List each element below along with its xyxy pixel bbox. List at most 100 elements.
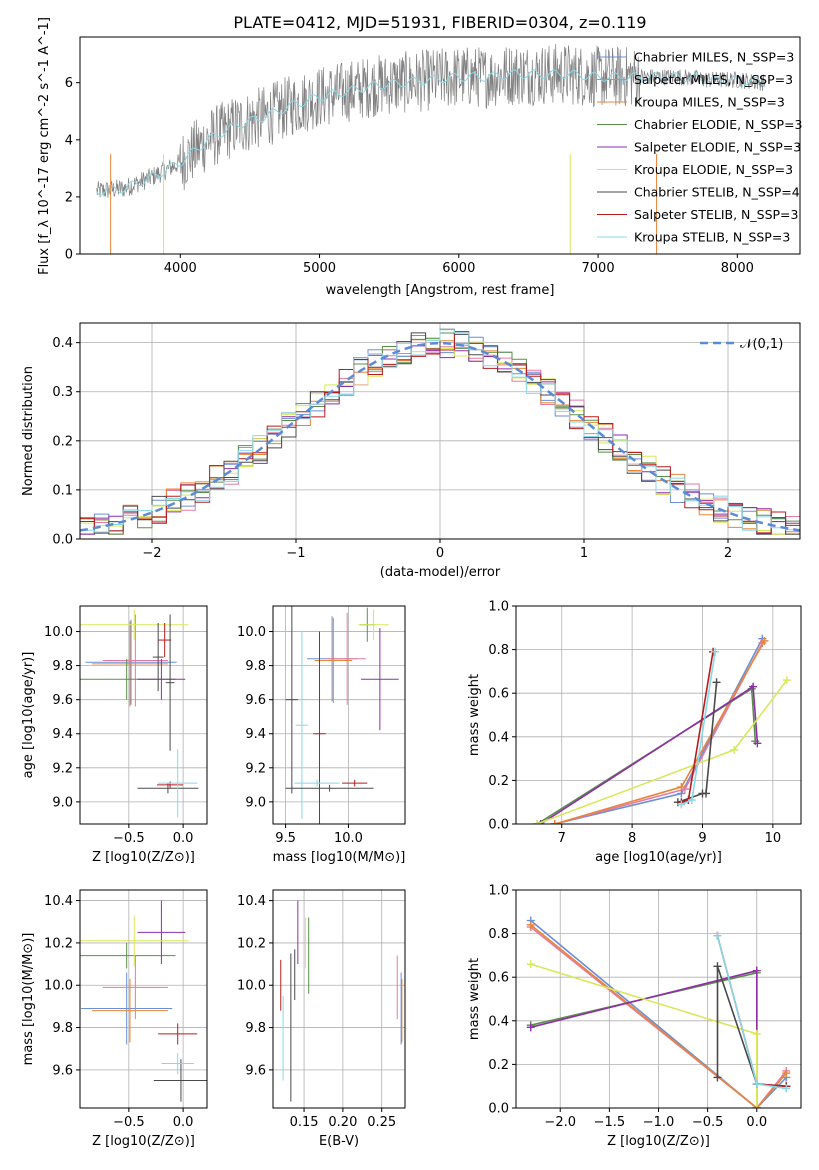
y-tick-label: 9.0	[245, 795, 266, 810]
x-tick-label: −0.5	[692, 1115, 724, 1130]
x-axis-label: mass [log10(M/M⊙)]	[273, 850, 406, 865]
y-tick-label: 9.6	[245, 693, 266, 708]
x-axis-label: wavelength [Angstrom, rest frame]	[326, 283, 555, 298]
series-marker	[730, 745, 739, 754]
legend-label: Chabrier ELODIE, N_SSP=3	[634, 117, 803, 132]
x-tick-label: 7	[558, 831, 566, 846]
y-axis-label: mass weight	[467, 674, 482, 756]
y-axis-label: Flux [f_λ 10^-17 erg cm^-2 s^-1 A^-1]	[37, 17, 52, 275]
panel-weight_vs_Z: −2.0 −1.5 −1.0 −0.5 0.0 0.0 0.2 0.4 0.6 0.8 1.0 Z […	[467, 884, 802, 1149]
y-tick-label: 9.6	[52, 693, 73, 708]
x-tick-label: 5000	[303, 261, 336, 276]
series-marker	[752, 1080, 761, 1089]
series-marker	[782, 1069, 791, 1078]
x-tick-label: 2	[724, 546, 732, 561]
series-marker	[712, 678, 721, 687]
panel-mass_vs_EBV: 0.15 0.20 0.25 9.6 9.8 10.0 10.2 10.4 E(B-V)	[237, 889, 406, 1149]
series-marker	[713, 931, 722, 940]
y-tick-label: 9.4	[245, 727, 266, 742]
series-marker	[526, 1023, 535, 1032]
x-tick-label: 0.20	[328, 1115, 357, 1130]
x-tick-label: 10	[765, 831, 782, 846]
x-tick-label: 0.0	[173, 1115, 194, 1130]
y-tick-label: 10.0	[237, 979, 266, 994]
x-tick-label: 0.15	[290, 1115, 319, 1130]
y-tick-label: 0.2	[52, 434, 73, 449]
series-marker	[526, 960, 535, 969]
legend-label: Salpeter MILES, N_SSP=3	[634, 72, 793, 87]
panel-residuals: −2 −1 0 1 2 0.0 0.1 0.2 0.3 0.4 𝒩(0,1) (data-model)…	[21, 322, 801, 580]
series-marker	[753, 739, 762, 748]
legend-label: Kroupa MILES, N_SSP=3	[634, 95, 785, 110]
plot-area	[80, 900, 207, 1102]
y-tick-label: 10.2	[237, 936, 266, 951]
panel-weight_vs_age: 7 8 9 10 0.0 0.2 0.4 0.6 0.8 1.0 age [log10(age/yr…	[467, 600, 802, 865]
legend-label: Chabrier MILES, N_SSP=3	[634, 50, 794, 65]
series-line	[681, 651, 716, 806]
y-tick-label: 9.4	[52, 727, 73, 742]
y-tick-label: 0.8	[488, 927, 509, 942]
x-tick-label: −1.5	[594, 1115, 626, 1130]
y-tick-label: 9.8	[52, 1021, 73, 1036]
x-tick-label: 0.0	[746, 1115, 767, 1130]
y-tick-label: 10.0	[44, 625, 73, 640]
y-axis-label: mass [log10(M/M⊙)]	[21, 933, 36, 1066]
series-marker	[752, 1104, 761, 1108]
y-tick-label: 10.2	[44, 936, 73, 951]
x-tick-label: 4000	[164, 261, 197, 276]
model-spectrum-line	[96, 69, 766, 196]
plot-area	[280, 900, 403, 1102]
axes-frame	[515, 605, 802, 825]
panel-spectrum: 4000 5000 6000 7000 8000 0 2 4 6 wavelength [Angs…	[37, 17, 803, 298]
x-tick-label: −1	[286, 546, 305, 561]
x-tick-label: 8	[628, 831, 636, 846]
x-axis-label: Z [log10(Z/Z⊙)]	[92, 850, 195, 865]
x-tick-label: −2.0	[544, 1115, 576, 1130]
legend-label: Chabrier STELIB, N_SSP=4	[634, 185, 800, 200]
y-tick-label: 2	[65, 190, 73, 205]
y-tick-label: 4	[65, 133, 73, 148]
y-tick-label: 10.4	[44, 894, 73, 909]
y-tick-label: 0.4	[488, 730, 509, 745]
x-tick-label: −2	[142, 546, 161, 561]
series-marker	[713, 1073, 722, 1082]
x-axis-label: age [log10(age/yr)]	[595, 850, 722, 865]
axes-frame	[79, 605, 208, 825]
y-tick-label: 0.3	[52, 385, 73, 400]
axes-frame	[79, 889, 208, 1109]
legend-label: Kroupa ELODIE, N_SSP=3	[634, 162, 793, 177]
y-tick-label: 0.0	[488, 818, 509, 833]
y-tick-label: 0.4	[52, 336, 73, 351]
y-tick-label: 9.2	[245, 761, 266, 776]
plot-area	[533, 634, 791, 824]
series-marker	[536, 820, 545, 824]
x-tick-label: −1.0	[643, 1115, 675, 1130]
panel-age_vs_Z: −0.5 0.0 9.0 9.2 9.4 9.6 9.8 10.0 Z [log10(Z/Z⊙)…	[21, 605, 208, 865]
x-tick-label: 9.5	[275, 831, 296, 846]
y-tick-label: 1.0	[488, 600, 509, 615]
panel-mass_vs_Z: −0.5 0.0 9.6 9.8 10.0 10.2 10.4 Z [log10(Z/Z⊙)]…	[21, 889, 208, 1149]
x-axis-label: E(B-V)	[319, 1134, 359, 1149]
y-tick-label: 0.6	[488, 971, 509, 986]
y-axis-label: age [log10(age/yr)]	[21, 652, 36, 779]
x-tick-label: 6000	[442, 261, 475, 276]
y-axis-label: Normed distribution	[21, 366, 36, 496]
x-tick-label: 0.25	[367, 1115, 396, 1130]
series-marker	[687, 796, 696, 805]
x-tick-label: 9	[698, 831, 706, 846]
x-tick-label: −0.5	[113, 1115, 145, 1130]
axes-frame	[79, 36, 801, 255]
legend-label: Salpeter STELIB, N_SSP=3	[634, 207, 798, 222]
plot-area	[285, 606, 399, 824]
x-tick-label: 10.0	[334, 831, 363, 846]
y-tick-label: 9.0	[52, 795, 73, 810]
series-line	[530, 963, 758, 1108]
series-line	[716, 935, 787, 1090]
series-marker	[752, 966, 761, 975]
y-tick-label: 0.2	[488, 774, 509, 789]
x-axis-label: Z [log10(Z/Z⊙)]	[607, 1134, 710, 1149]
figure-title: PLATE=0412, MJD=51931, FIBERID=0304, z=0…	[233, 13, 646, 32]
x-tick-label: 0.0	[173, 831, 194, 846]
y-tick-label: 10.4	[237, 894, 266, 909]
y-tick-label: 0.0	[488, 1102, 509, 1117]
